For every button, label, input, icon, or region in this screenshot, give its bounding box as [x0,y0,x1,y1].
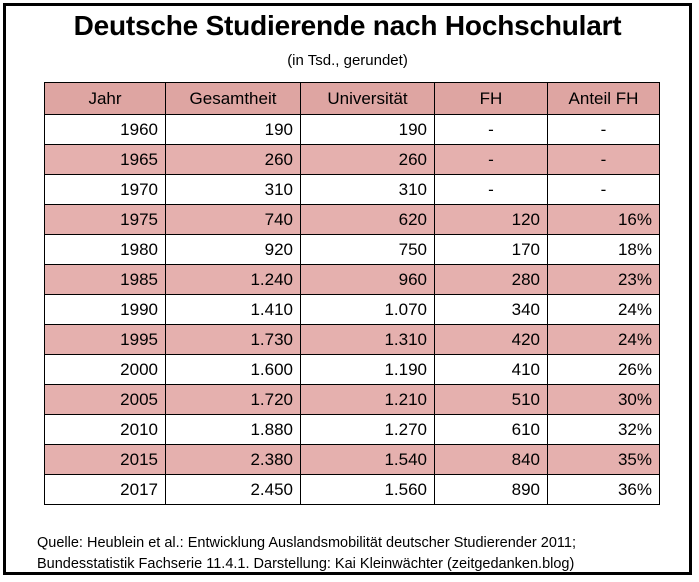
cell-fh: 170 [434,234,548,265]
cell-fh: 610 [434,414,548,445]
cell-universitaet: 1.540 [300,444,435,475]
cell-universitaet: 620 [300,204,435,235]
cell-anteil-fh: - [547,174,660,205]
column-header-universitaet: Universität [300,82,435,115]
cell-anteil-fh: 36% [547,474,660,505]
cell-universitaet: 1.070 [300,294,435,325]
cell-gesamtheit: 2.380 [165,444,301,475]
cell-universitaet: 750 [300,234,435,265]
cell-jahr: 1975 [44,204,166,235]
column-header-fh: FH [434,82,548,115]
cell-gesamtheit: 740 [165,204,301,235]
column-header-gesamtheit: Gesamtheit [165,82,301,115]
cell-universitaet: 1.560 [300,474,435,505]
cell-fh: - [434,174,548,205]
cell-gesamtheit: 1.730 [165,324,301,355]
table-row: 1960 190 190- - [44,114,660,145]
cell-jahr: 2017 [44,474,166,505]
cell-gesamtheit: 1.240 [165,264,301,295]
cell-universitaet: 190 [300,114,435,145]
source-citation: Quelle: Heublein et al.: Entwicklung Aus… [37,533,677,575]
cell-universitaet: 260 [300,144,435,175]
cell-anteil-fh: 32% [547,414,660,445]
cell-gesamtheit: 1.880 [165,414,301,445]
cell-fh: 510 [434,384,548,415]
cell-fh: - [434,114,548,145]
cell-universitaet: 310 [300,174,435,205]
cell-fh: 410 [434,354,548,385]
cell-gesamtheit: 190 [165,114,301,145]
table-row: 2017 2.450 1.560 890 36% [44,474,660,505]
data-table-container: Jahr Gesamtheit Universität FH Anteil FH… [44,82,660,505]
cell-gesamtheit: 1.410 [165,294,301,325]
cell-fh: 340 [434,294,548,325]
page-subtitle: (in Tsd., gerundet) [287,52,408,69]
table-row: 1990 1.410 1.070 340 24% [44,294,660,325]
cell-anteil-fh: 26% [547,354,660,385]
cell-universitaet: 1.210 [300,384,435,415]
cell-universitaet: 960 [300,264,435,295]
cell-gesamtheit: 2.450 [165,474,301,505]
cell-universitaet: 1.270 [300,414,435,445]
column-header-jahr: Jahr [44,82,166,115]
cell-jahr: 1960 [44,114,166,145]
cell-jahr: 1995 [44,324,166,355]
cell-anteil-fh: 24% [547,324,660,355]
cell-jahr: 1985 [44,264,166,295]
cell-gesamtheit: 310 [165,174,301,205]
figure-frame: Deutsche Studierende nach Hochschulart (… [3,3,692,575]
table-row: 1965 260 260- - [44,144,660,175]
table-row: 2000 1.600 1.190 410 26% [44,354,660,385]
cell-jahr: 1965 [44,144,166,175]
cell-gesamtheit: 1.720 [165,384,301,415]
cell-gesamtheit: 1.600 [165,354,301,385]
cell-jahr: 2010 [44,414,166,445]
table-row: 2005 1.720 1.210 510 30% [44,384,660,415]
table-row: 2010 1.880 1.270 610 32% [44,414,660,445]
table-header-row: Jahr Gesamtheit Universität FH Anteil FH [44,82,660,115]
column-header-anteil-fh: Anteil FH [547,82,660,115]
data-table: Jahr Gesamtheit Universität FH Anteil FH… [44,82,660,505]
cell-jahr: 2005 [44,384,166,415]
cell-jahr: 2015 [44,444,166,475]
cell-fh: - [434,144,548,175]
cell-anteil-fh: 35% [547,444,660,475]
cell-anteil-fh: 18% [547,234,660,265]
table-row: 2015 2.380 1.540 840 35% [44,444,660,475]
cell-jahr: 1970 [44,174,166,205]
table-row: 1985 1.240 960 280 23% [44,264,660,295]
cell-anteil-fh: 24% [547,294,660,325]
cell-jahr: 2000 [44,354,166,385]
cell-gesamtheit: 260 [165,144,301,175]
source-line-1: Quelle: Heublein et al.: Entwicklung Aus… [37,535,576,551]
cell-fh: 890 [434,474,548,505]
table-row: 1980 920 750 170 18% [44,234,660,265]
cell-fh: 420 [434,324,548,355]
cell-gesamtheit: 920 [165,234,301,265]
table-body: 1960 190 190- -1965 260 260- -1970 310 310- -1975… [44,114,660,505]
table-row: 1995 1.730 1.310 420 24% [44,324,660,355]
cell-anteil-fh: 16% [547,204,660,235]
cell-anteil-fh: 30% [547,384,660,415]
cell-jahr: 1990 [44,294,166,325]
cell-universitaet: 1.190 [300,354,435,385]
cell-anteil-fh: - [547,114,660,145]
cell-fh: 280 [434,264,548,295]
cell-jahr: 1980 [44,234,166,265]
cell-anteil-fh: - [547,144,660,175]
cell-anteil-fh: 23% [547,264,660,295]
page-title: Deutsche Studierende nach Hochschulart [73,10,622,41]
cell-fh: 120 [434,204,548,235]
cell-fh: 840 [434,444,548,475]
source-line-2: Bundesstatistik Fachserie 11.4.1. Darste… [37,556,575,572]
table-row: 1970 310 310- - [44,174,660,205]
cell-universitaet: 1.310 [300,324,435,355]
table-row: 1975 740 620 120 16% [44,204,660,235]
